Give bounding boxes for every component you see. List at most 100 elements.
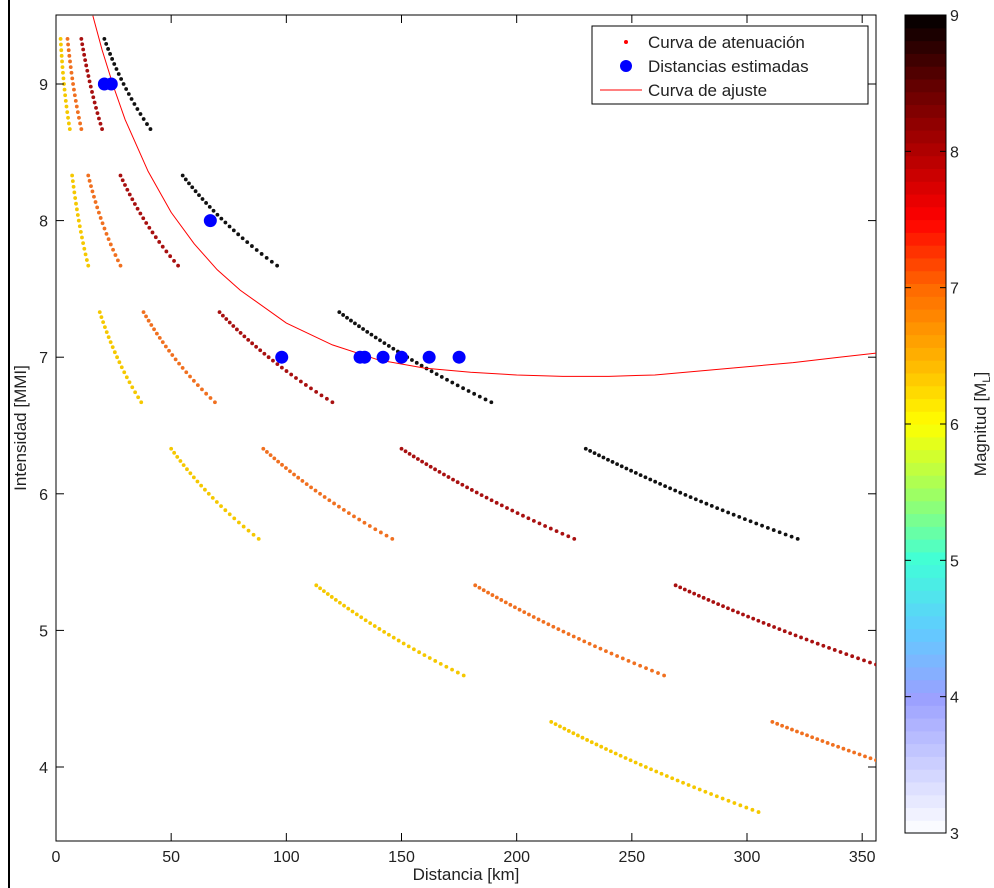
attenuation-point-m6.75-s0-10 xyxy=(72,93,77,98)
attenuation-point-m6-s4-19 xyxy=(396,638,401,643)
colorbar-band-0 xyxy=(905,820,946,834)
attenuation-point-m8-s2-12 xyxy=(262,351,267,356)
attenuation-point-m6.75-s1-10 xyxy=(102,226,107,231)
attenuation-point-m8-s2-22 xyxy=(309,386,313,391)
attenuation-point-m6.75-s5-14 xyxy=(841,746,846,751)
attenuation-point-m6.75-s3-20 xyxy=(346,511,351,516)
attenuation-point-m8-s2-19 xyxy=(294,376,298,380)
estimated-distance-point-6 xyxy=(376,350,390,364)
attenuation-point-m6.75-s4-3 xyxy=(486,590,490,595)
attenuation-point-m6-s0-6 xyxy=(61,70,65,75)
attenuation-point-m8-s3-32 xyxy=(554,529,559,534)
attenuation-point-m9-s2-30 xyxy=(477,394,482,399)
attenuation-point-m6.75-s2-0 xyxy=(141,310,146,315)
attenuation-point-m9-s2-11 xyxy=(382,341,387,346)
attenuation-point-m6-s1-5 xyxy=(74,201,78,206)
attenuation-point-m6.75-s3-13 xyxy=(313,488,318,493)
colorbar-band-51 xyxy=(905,168,946,182)
attenuation-point-m9-s3-34 xyxy=(754,521,759,526)
attenuation-point-m8-s2-17 xyxy=(284,369,289,373)
attenuation-point-m6.75-s2-12 xyxy=(177,361,181,366)
attenuation-point-m6.75-s2-8 xyxy=(163,344,168,349)
attenuation-point-m9-s3-0 xyxy=(583,446,588,451)
attenuation-point-m6-s5-0 xyxy=(549,720,554,724)
colorbar-band-32 xyxy=(905,411,946,425)
colorbar-band-2 xyxy=(905,794,946,809)
attenuation-point-m6-s5-40 xyxy=(756,810,761,814)
attenuation-point-m6-s5-36 xyxy=(732,801,737,805)
colorbar-band-22 xyxy=(905,539,946,553)
attenuation-point-m6-s4-11 xyxy=(359,615,364,620)
attenuation-point-m9-s3-9 xyxy=(624,466,629,471)
attenuation-point-m6-s4-20 xyxy=(401,641,406,646)
attenuation-point-m6.75-s0-3 xyxy=(67,53,72,58)
attenuation-point-m8-s2-0 xyxy=(217,310,222,315)
attenuation-point-m9-s2-27 xyxy=(461,386,465,391)
attenuation-point-m6-s0-10 xyxy=(63,93,68,98)
colorbar-band-7 xyxy=(905,730,946,745)
attenuation-point-m8-s1-6 xyxy=(132,202,137,206)
attenuation-point-m8-s4-8 xyxy=(711,600,716,604)
legend-marker-attenuation xyxy=(624,40,628,44)
attenuation-point-m6-s4-25 xyxy=(427,656,432,660)
attenuation-point-m6.75-s5-2 xyxy=(780,723,784,728)
attenuation-point-m6.75-s4-19 xyxy=(561,629,566,634)
x-tick-label-300: 300 xyxy=(734,849,761,866)
attenuation-point-m8-s1-14 xyxy=(157,240,162,244)
attenuation-point-m9-s0-5 xyxy=(112,62,117,66)
attenuation-point-m6-s4-31 xyxy=(461,673,466,678)
attenuation-point-m6.75-s0-0 xyxy=(65,37,70,41)
colorbar-tick-label-8: 8 xyxy=(950,144,959,161)
x-tick-label-50: 50 xyxy=(162,849,180,866)
attenuation-point-m6-s0-11 xyxy=(63,99,68,103)
attenuation-point-m6.75-s4-25 xyxy=(593,644,597,649)
attenuation-point-m8-s3-4 xyxy=(415,457,420,461)
attenuation-point-m6.75-s3-22 xyxy=(357,517,362,522)
attenuation-point-m8-s3-33 xyxy=(560,531,565,536)
attenuation-point-m6-s2-14 xyxy=(127,380,132,385)
attenuation-point-m6-s5-19 xyxy=(638,762,643,767)
attenuation-point-m6-s5-35 xyxy=(726,798,731,803)
attenuation-point-m6-s5-16 xyxy=(623,756,628,760)
attenuation-point-m6-s5-14 xyxy=(613,751,618,756)
attenuation-point-m6-s5-25 xyxy=(670,776,675,781)
attenuation-point-m8-s3-21 xyxy=(494,500,499,505)
attenuation-point-m9-s1-0 xyxy=(180,173,185,178)
attenuation-point-m9-s1-19 xyxy=(254,248,259,252)
attenuation-point-m6.75-s3-16 xyxy=(327,498,332,503)
attenuation-point-m9-s3-13 xyxy=(643,475,648,480)
attenuation-point-m8-s4-19 xyxy=(766,623,771,627)
attenuation-point-m6-s3-3 xyxy=(178,459,183,463)
attenuation-point-m6-s5-5 xyxy=(571,731,576,736)
colorbar-band-31 xyxy=(905,424,946,438)
colorbar-ticks: 3 4 5 6 7 8 9 xyxy=(905,8,959,843)
colorbar-tick-label-9: 9 xyxy=(950,8,959,25)
colorbar-band-45 xyxy=(905,245,946,259)
attenuation-point-m6.75-s1-12 xyxy=(106,237,111,242)
attenuation-point-m9-s3-22 xyxy=(688,495,693,499)
colorbar-band-55 xyxy=(905,117,946,131)
attenuation-point-m6.75-s5-3 xyxy=(785,725,789,730)
attenuation-point-m8-s4-12 xyxy=(731,608,735,613)
attenuation-point-m8-s2-5 xyxy=(235,327,239,332)
attenuation-point-m9-s1-10 xyxy=(215,212,220,217)
attenuation-point-m9-s3-12 xyxy=(638,473,643,478)
attenuation-point-m6-s4-23 xyxy=(417,650,422,655)
attenuation-point-m6.75-s4-30 xyxy=(620,656,625,661)
attenuation-point-m6-s4-30 xyxy=(455,670,460,675)
attenuation-point-m6-s3-5 xyxy=(185,467,189,472)
colorbar-band-63 xyxy=(905,15,946,29)
colorbar-band-39 xyxy=(905,321,946,336)
attenuation-point-m8-s3-22 xyxy=(499,503,504,508)
x-tick-label-250: 250 xyxy=(618,849,645,866)
attenuation-point-m8-s3-12 xyxy=(451,477,455,482)
attenuation-point-m8-s4-10 xyxy=(721,604,725,609)
attenuation-point-m8-s3-7 xyxy=(428,464,433,469)
colorbar-band-57 xyxy=(905,91,946,106)
attenuation-point-m6.75-s2-13 xyxy=(180,366,185,370)
attenuation-point-m6-s2-17 xyxy=(136,395,141,400)
attenuation-point-m8-s0-7 xyxy=(86,74,91,78)
attenuation-point-m6-s4-15 xyxy=(377,627,382,631)
attenuation-point-m9-s0-18 xyxy=(148,127,153,131)
